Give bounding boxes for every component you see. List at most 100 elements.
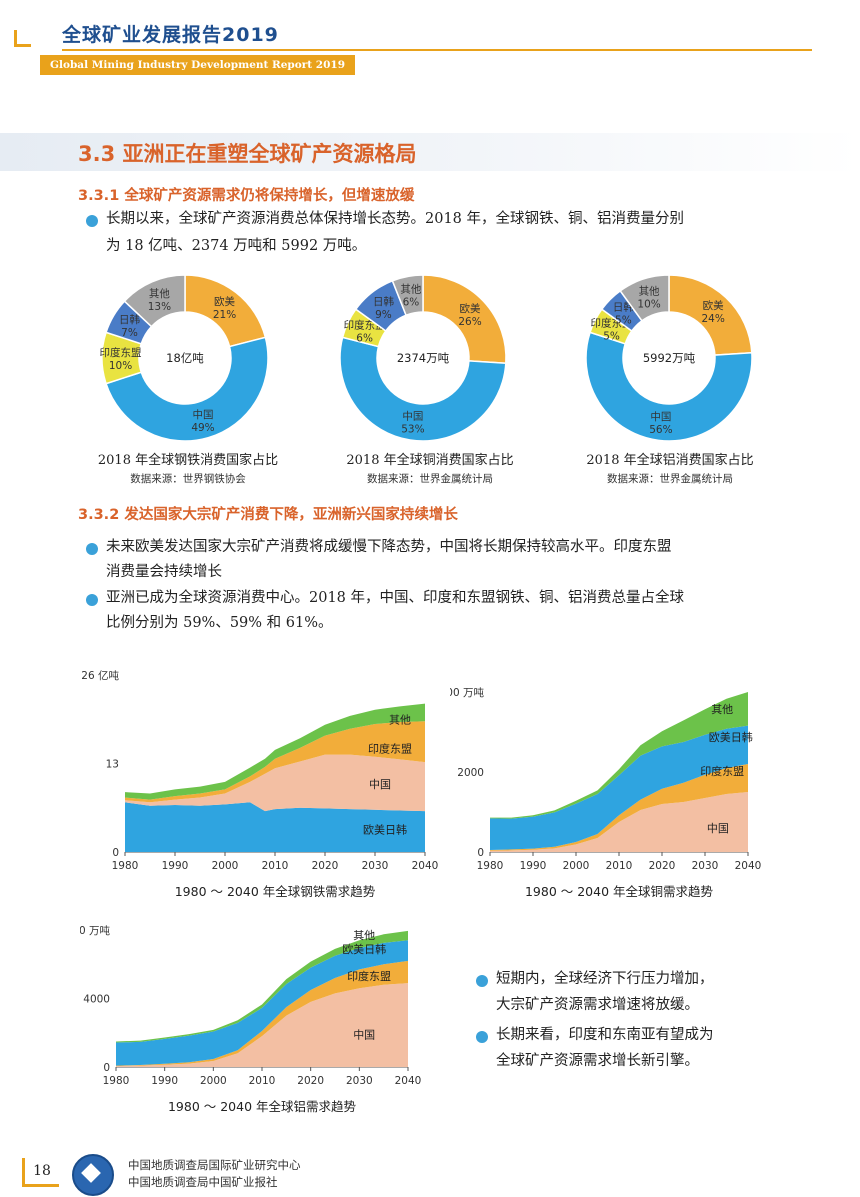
donut-steel-label-china: 中国 — [192, 408, 213, 421]
x-tick-label: 2020 — [649, 860, 676, 872]
series-label: 印度东盟 — [347, 969, 391, 983]
x-tick-label: 2040 — [412, 860, 439, 872]
series-label: 印度东盟 — [700, 764, 744, 778]
chart-title: 1980 ～ 2040 年全球铝需求趋势 — [168, 1099, 357, 1114]
series-label: 印度东盟 — [368, 742, 412, 756]
y-tick-label: 4000 万吨 — [450, 686, 484, 699]
sub2-bullet1-line2: 消费量会持续增长 — [106, 564, 222, 580]
donut-copper-slice-others — [391, 274, 424, 317]
subsection-2-title: 3.3.2 发达国家大宗矿产消费下降，亚洲新兴国家持续增长 — [78, 507, 458, 523]
x-tick-label: 1980 — [477, 860, 504, 872]
donut-aluminum-label-others: 其他 — [639, 285, 660, 298]
bullet-dot — [476, 975, 488, 987]
series-label: 欧美日韩 — [363, 823, 407, 837]
header-rule — [62, 49, 812, 51]
area-series-area_eu — [490, 725, 748, 850]
x-tick-label: 1980 — [103, 1075, 130, 1087]
donut-steel-label-india_asean: 印度东盟 — [100, 346, 142, 359]
series-label: 欧美日韩 — [342, 942, 386, 956]
side-bullet1-line2: 大宗矿产资源需求增速将放缓。 — [496, 997, 699, 1013]
donut-copper-pct-india_asean: 6% — [356, 333, 373, 345]
bullet-dot — [86, 543, 98, 555]
series-label: 中国 — [707, 822, 729, 835]
donut-copper-pct-others: 6% — [403, 297, 420, 309]
donut-aluminum-label-eu_us: 欧美 — [703, 299, 724, 312]
y-tick-label: 13 — [106, 759, 119, 771]
bullet-dot — [476, 1031, 488, 1043]
x-tick-label: 2030 — [692, 860, 719, 872]
footer-org-line2: 中国地质调查局中国矿业报社 — [128, 1175, 278, 1189]
x-tick-label: 1990 — [520, 860, 547, 872]
header-title: 全球矿业发展报告2019 — [62, 24, 279, 46]
x-tick-label: 1980 — [112, 860, 139, 872]
y-tick-label: 4000 — [83, 994, 110, 1006]
area-series-area_other — [116, 930, 408, 1043]
donut-copper-center-label: 2374万吨 — [397, 351, 450, 365]
x-tick-label: 2000 — [563, 860, 590, 872]
donut-copper-source: 数据来源：世界金属统计局 — [367, 473, 493, 485]
x-tick-label: 2010 — [606, 860, 633, 872]
donut-steel-caption: 2018 年全球钢铁消费国家占比 — [97, 453, 279, 468]
copper-demand-chart: 0 2000 4000 万吨 1980 1990 2000 2010 2020 2030 2040… — [450, 686, 761, 899]
aluminum-demand-chart: 0 4000 8000 万吨 1980 1990 2000 2010 2020 2030 2040… — [80, 924, 422, 1114]
y-tick-label: 26 亿吨 — [81, 669, 119, 682]
side-bullet2-line2: 全球矿产资源需求增长新引擎。 — [496, 1053, 699, 1069]
y-tick-label: 8000 万吨 — [80, 924, 110, 937]
donut-charts: 欧美21%中国49%印度东盟10%日韩7%其他13%18亿吨欧美26%中国53%… — [100, 274, 753, 442]
donut-aluminum-pct-china: 56% — [649, 424, 672, 436]
series-label: 其他 — [711, 703, 733, 716]
x-tick-label: 2020 — [297, 1075, 324, 1087]
donut-steel-pct-eu_us: 21% — [213, 309, 236, 321]
footer-org-line1: 中国地质调查局国际矿业研究中心 — [128, 1158, 301, 1172]
x-tick-label: 2010 — [262, 860, 289, 872]
donut-steel-source: 数据来源：世界钢铁协会 — [130, 473, 246, 485]
donut-copper-label-others: 其他 — [400, 283, 421, 296]
donut-aluminum-pct-india_asean: 5% — [603, 331, 620, 343]
x-tick-label: 2010 — [249, 1075, 276, 1087]
x-tick-label: 2030 — [362, 860, 389, 872]
donut-copper-pct-eu_us: 26% — [458, 316, 481, 328]
area-series-area_india — [125, 721, 425, 803]
donut-copper-label-jp_kr: 日韩 — [373, 295, 394, 308]
bullet-dot — [86, 215, 98, 227]
side-bullet1-line1: 短期内，全球经济下行压力增加， — [496, 971, 714, 987]
series-label: 中国 — [369, 778, 391, 791]
donut-aluminum-pct-eu_us: 24% — [701, 313, 724, 325]
x-tick-label: 2000 — [200, 1075, 227, 1087]
y-tick-label: 0 — [112, 847, 119, 859]
x-tick-label: 2000 — [212, 860, 239, 872]
area-series-area_other — [125, 703, 425, 800]
donut-steel-slice-china — [105, 336, 269, 442]
sub2-bullet1-line1: 未来欧美发达国家大宗矿产消费将成缓慢下降态势，中国将长期保持较高水平。印度东盟 — [106, 539, 672, 555]
donut-copper-pct-china: 53% — [401, 424, 424, 436]
page-number: 18 — [22, 1158, 59, 1187]
series-label: 欧美日韩 — [709, 730, 753, 744]
area-series-area_india — [116, 960, 408, 1067]
area-series-area_india — [490, 764, 748, 851]
subsection-1-title: 3.3.1 全球矿产资源需求仍将保持增长，但增速放缓 — [78, 188, 415, 204]
donut-steel-pct-china: 49% — [191, 422, 214, 434]
donut-steel-label-jp_kr: 日韩 — [119, 313, 140, 326]
x-tick-label: 2040 — [395, 1075, 422, 1087]
y-tick-label: 0 — [477, 847, 484, 859]
donut-steel-center-label: 18亿吨 — [166, 351, 204, 365]
donut-copper-pct-jp_kr: 9% — [375, 309, 392, 321]
x-tick-label: 2030 — [346, 1075, 373, 1087]
donut-steel-label-eu_us: 欧美 — [214, 295, 235, 308]
sub2-bullet2-line2: 比例分别为 59%、59% 和 61%。 — [106, 615, 333, 631]
section-band — [0, 133, 860, 171]
x-tick-label: 1990 — [162, 860, 189, 872]
chart-title: 1980 ～ 2040 年全球铜需求趋势 — [525, 884, 714, 899]
x-tick-label: 1990 — [151, 1075, 178, 1087]
donut-aluminum-slice-china — [585, 331, 753, 442]
donut-aluminum-center-label: 5992万吨 — [643, 351, 696, 365]
area-series-area_eu — [116, 940, 408, 1066]
header-bracket — [14, 30, 31, 47]
donut-copper-label-china: 中国 — [402, 410, 423, 423]
side-bullet2-line1: 长期来看，印度和东南亚有望成为 — [496, 1027, 714, 1043]
steel-demand-chart: 0 13 26 亿吨 1980 1990 2000 2010 2020 2030 2040 其他印度… — [81, 669, 439, 899]
donut-steel-slice-others — [123, 274, 186, 328]
area-series-area_eu — [125, 802, 425, 852]
donut-aluminum-pct-others: 10% — [637, 299, 660, 311]
donut-steel-pct-others: 13% — [148, 301, 171, 313]
